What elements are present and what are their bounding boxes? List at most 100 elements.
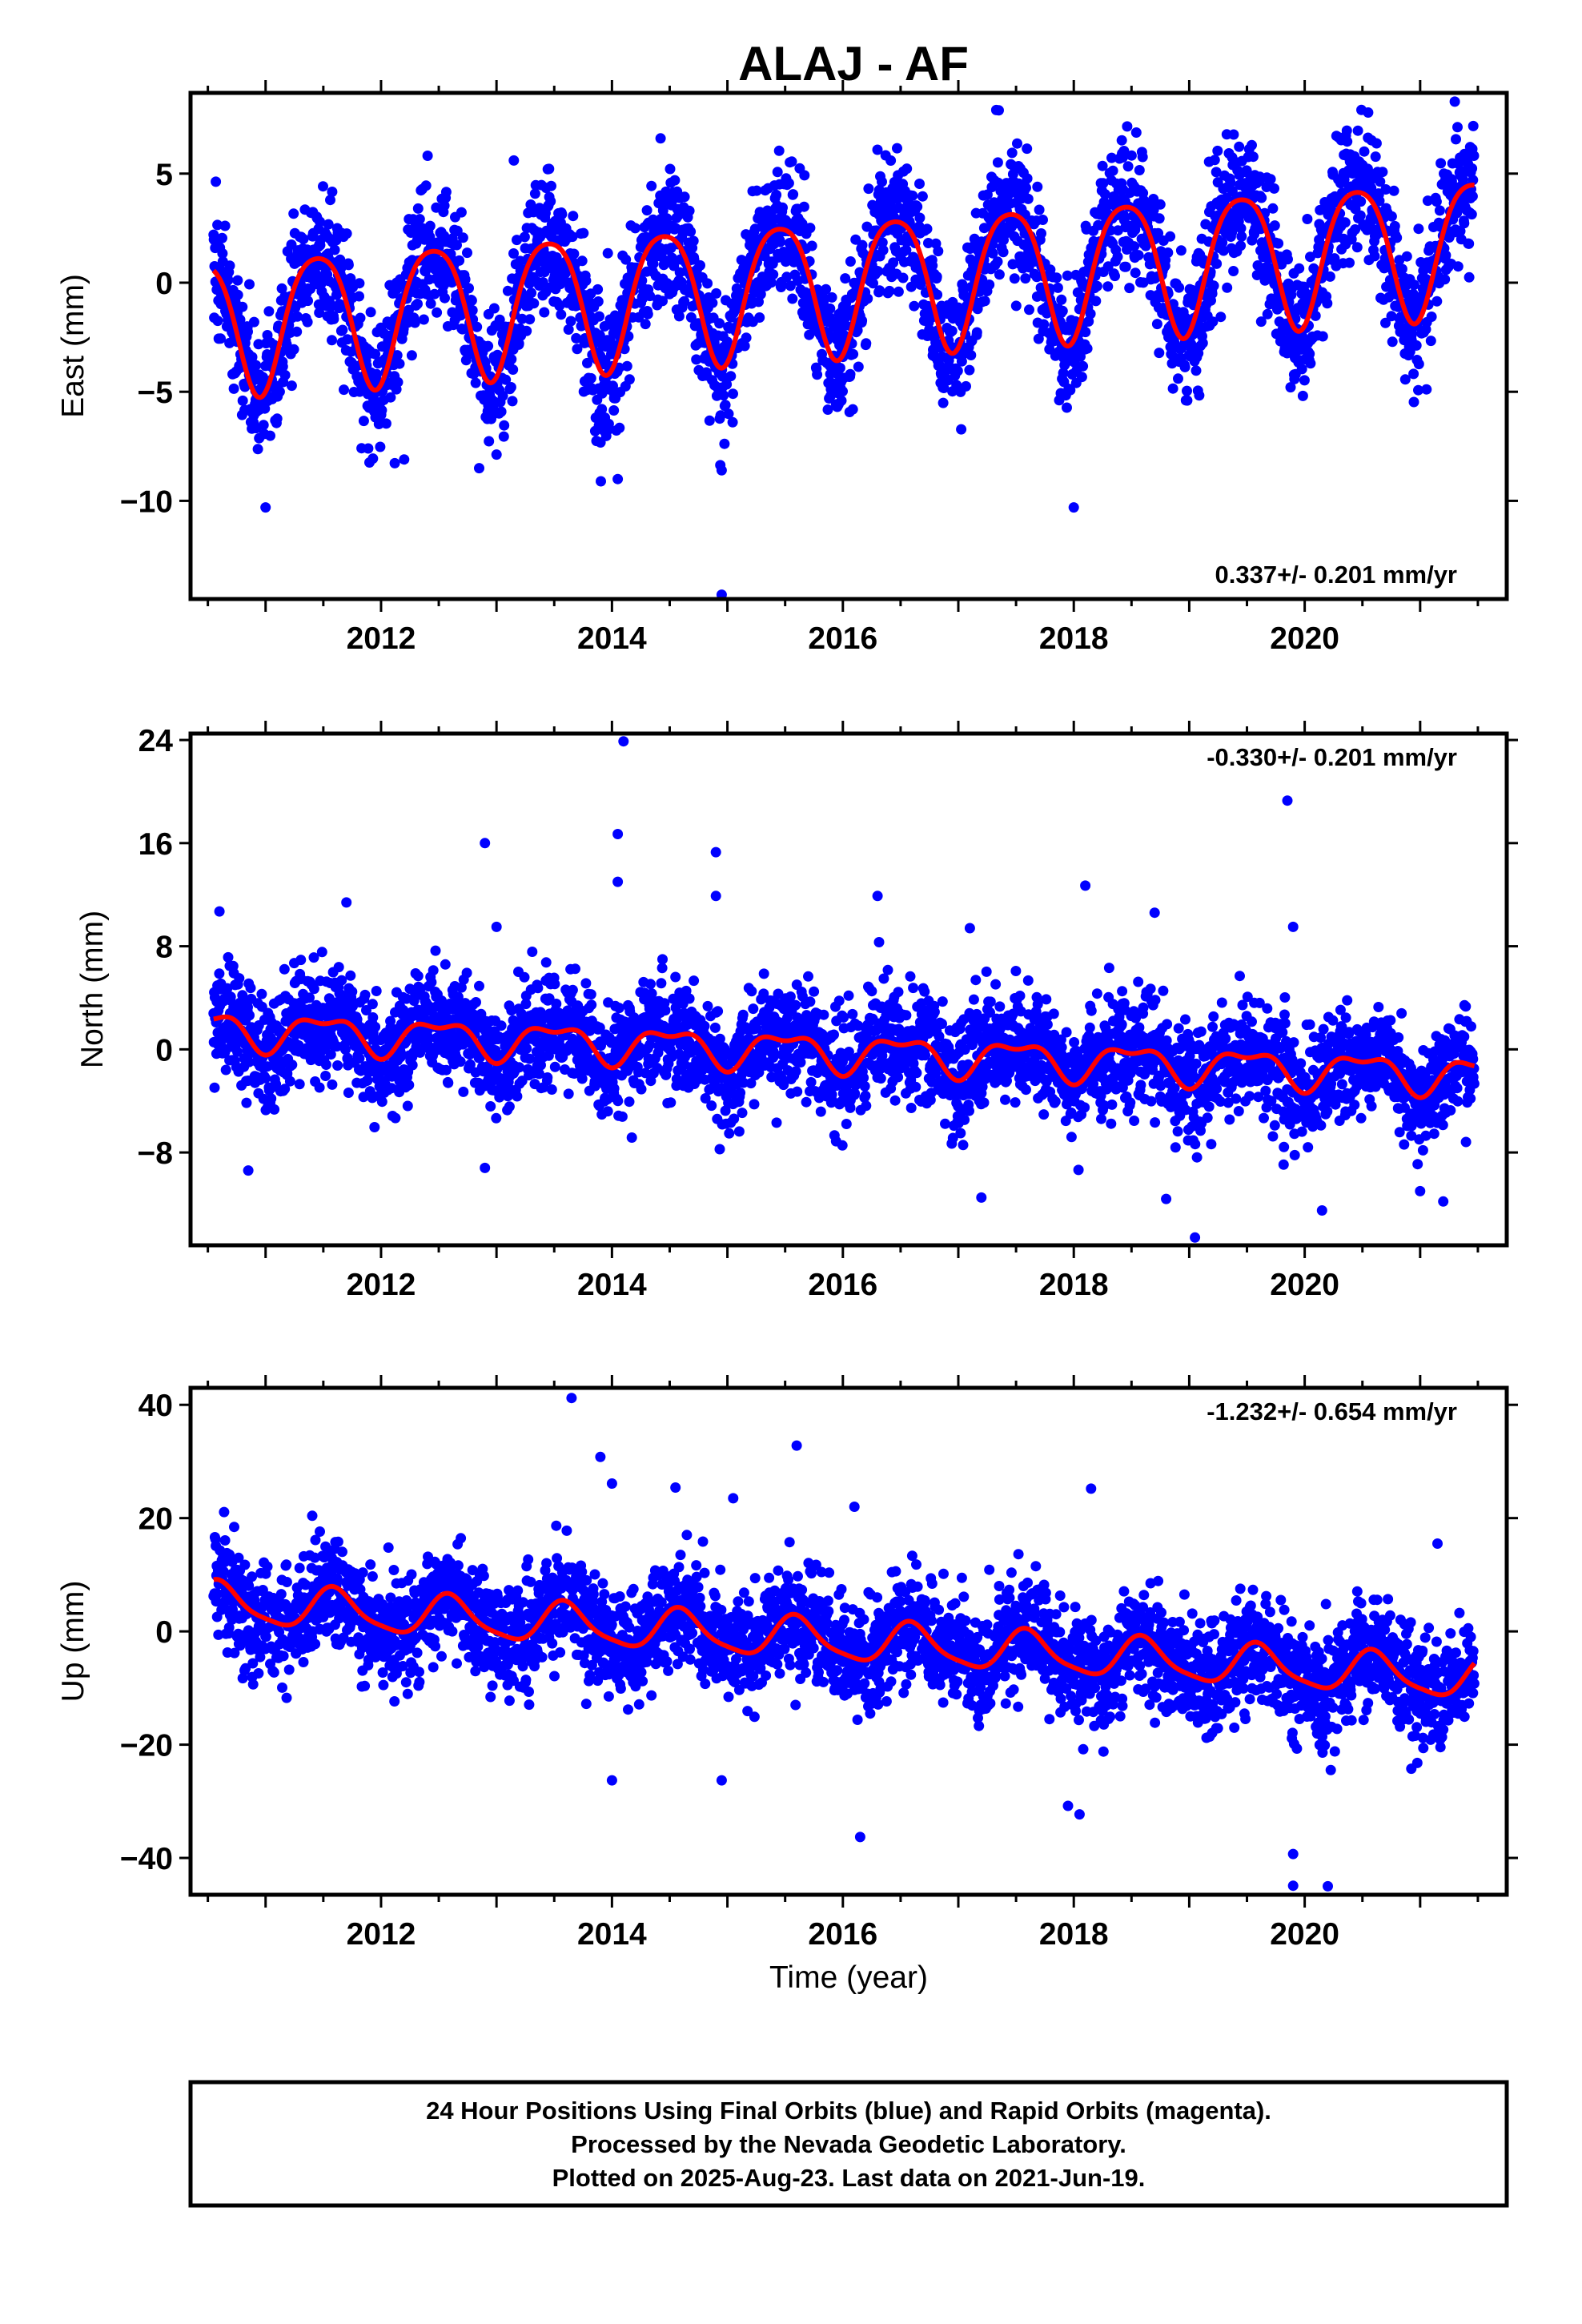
data-point bbox=[1162, 247, 1174, 258]
data-point bbox=[420, 180, 432, 191]
data-point bbox=[852, 325, 863, 336]
data-point bbox=[640, 1068, 651, 1079]
data-point bbox=[209, 1082, 220, 1093]
data-point bbox=[1386, 311, 1397, 322]
data-point bbox=[265, 430, 275, 441]
data-point bbox=[354, 278, 365, 289]
data-point bbox=[440, 292, 450, 304]
data-point bbox=[1006, 147, 1018, 159]
data-point bbox=[741, 332, 752, 344]
data-point bbox=[861, 338, 872, 349]
data-point bbox=[993, 177, 1004, 188]
data-point bbox=[335, 254, 346, 265]
data-point bbox=[325, 1049, 336, 1060]
data-point bbox=[390, 1112, 401, 1124]
data-point bbox=[1468, 151, 1480, 161]
data-point bbox=[704, 415, 715, 426]
data-point bbox=[971, 327, 982, 338]
data-point bbox=[424, 1032, 435, 1043]
data-point bbox=[1036, 228, 1046, 239]
y-tick-label: −10 bbox=[120, 485, 173, 519]
data-point bbox=[224, 260, 235, 271]
data-point bbox=[914, 179, 925, 189]
data-point bbox=[1431, 196, 1442, 207]
data-point bbox=[215, 333, 226, 344]
data-point bbox=[508, 364, 519, 375]
data-point bbox=[458, 1086, 469, 1097]
data-point bbox=[497, 390, 508, 401]
data-point bbox=[544, 993, 555, 1004]
data-point bbox=[909, 300, 920, 312]
data-point bbox=[1038, 319, 1050, 330]
data-point bbox=[1420, 274, 1431, 285]
data-point bbox=[1341, 125, 1352, 136]
data-point bbox=[1165, 231, 1176, 242]
data-point bbox=[818, 294, 829, 305]
data-point bbox=[389, 457, 400, 468]
data-point bbox=[571, 332, 582, 344]
data-point bbox=[657, 954, 668, 965]
data-point bbox=[217, 232, 227, 243]
data-point bbox=[540, 957, 552, 968]
data-point bbox=[1464, 238, 1475, 249]
data-point bbox=[1304, 348, 1315, 360]
data-point bbox=[286, 380, 297, 392]
data-point bbox=[524, 1053, 535, 1064]
data-point bbox=[1273, 238, 1284, 249]
data-point bbox=[699, 1020, 710, 1031]
data-point bbox=[1434, 205, 1445, 216]
data-point bbox=[536, 1059, 546, 1071]
data-point bbox=[507, 396, 518, 407]
data-point bbox=[665, 1097, 677, 1108]
data-point bbox=[1021, 183, 1031, 194]
data-point bbox=[725, 371, 737, 382]
data-point bbox=[768, 269, 779, 280]
data-point bbox=[1411, 340, 1422, 351]
data-point bbox=[279, 963, 290, 975]
data-point bbox=[505, 382, 516, 392]
data-point bbox=[212, 316, 223, 327]
data-point bbox=[602, 247, 613, 259]
data-point bbox=[1130, 127, 1142, 138]
data-point bbox=[594, 311, 604, 322]
data-point bbox=[220, 1064, 231, 1076]
data-point bbox=[337, 324, 348, 336]
data-point bbox=[494, 314, 505, 325]
data-point bbox=[429, 288, 440, 300]
data-point bbox=[308, 983, 319, 995]
data-point bbox=[331, 1041, 343, 1052]
data-point bbox=[508, 248, 519, 259]
data-point bbox=[1137, 151, 1148, 163]
data-point bbox=[232, 275, 243, 286]
data-point bbox=[751, 185, 762, 196]
data-point bbox=[657, 205, 669, 216]
data-point bbox=[805, 223, 816, 234]
y-tick-label: 5 bbox=[155, 158, 173, 192]
data-point bbox=[739, 340, 750, 352]
data-point bbox=[1052, 282, 1063, 293]
data-point bbox=[327, 1079, 338, 1090]
x-tick-label: 2014 bbox=[577, 621, 647, 656]
data-point bbox=[391, 350, 403, 361]
data-point bbox=[256, 988, 267, 999]
data-point bbox=[592, 283, 604, 295]
data-point bbox=[1464, 271, 1475, 283]
data-point bbox=[897, 272, 909, 283]
data-point bbox=[563, 324, 574, 335]
data-point bbox=[596, 476, 606, 487]
data-point bbox=[506, 354, 517, 365]
data-point bbox=[884, 285, 895, 296]
data-point bbox=[877, 237, 888, 248]
data-point bbox=[679, 191, 690, 203]
data-point bbox=[848, 348, 859, 360]
data-point bbox=[806, 240, 817, 251]
data-point bbox=[237, 301, 248, 312]
data-point bbox=[1324, 271, 1335, 282]
data-point bbox=[1236, 231, 1247, 242]
data-point bbox=[1317, 331, 1328, 342]
data-point bbox=[1009, 273, 1020, 284]
data-point bbox=[982, 189, 993, 200]
data-point bbox=[327, 335, 337, 346]
data-point bbox=[512, 1091, 523, 1102]
data-point bbox=[1400, 287, 1411, 299]
